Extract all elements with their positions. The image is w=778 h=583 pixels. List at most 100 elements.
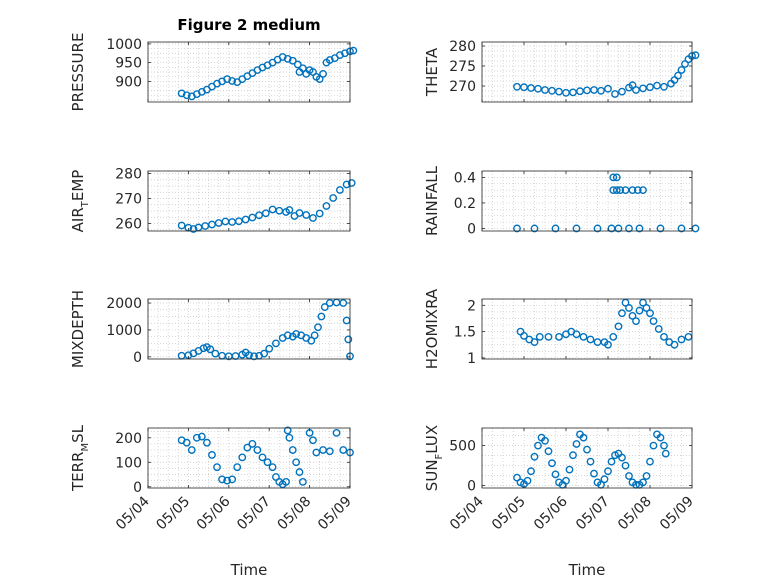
data-point [544,332,553,341]
subplot-pressure: 900 950 1000 PRESSURE Figure 2 medium [69,16,358,112]
data-point [593,224,602,233]
x-axis-label: Time [230,561,268,579]
data-point [586,457,595,466]
y-axis-label-rest: EMP [69,170,87,201]
data-point [625,304,633,312]
data-point [612,186,621,195]
data-point [625,472,633,480]
data-point [315,209,324,218]
data-point [642,472,651,480]
data-point [621,298,630,307]
axes-box [481,298,693,360]
data-point [656,224,665,233]
data-point [618,453,626,462]
data-point [548,459,556,468]
data-point [258,453,267,462]
data-point [621,461,630,470]
data-point [344,335,353,344]
y-tick-label: 2000 [106,296,142,312]
data-point [674,71,682,80]
data-point [572,440,581,448]
data-point [248,213,257,222]
x-tick-label: 05/09 [657,494,697,534]
data-point [329,194,338,202]
data-point [255,211,264,220]
subplot-title: Figure 2 medium [177,16,320,34]
y-tick-label: 280 [449,39,476,55]
data-point [670,340,679,349]
data-point [660,332,668,341]
data-point [583,445,591,454]
data-point [295,209,304,217]
y-axis-label: RAINFALL [423,165,441,236]
y-tick-label: 0 [133,350,142,366]
data-point [292,458,301,467]
subplot-terr_msl: 0 100 200 05/04 05/05 05/06 05/07 05/08 05/09 Tim… [69,424,355,579]
data-point [614,224,623,233]
axes-box [147,427,351,489]
data-point [298,64,307,73]
axes-box [147,170,351,232]
data-point [322,202,331,210]
data-point [315,75,324,84]
data-point [569,88,577,97]
data-point [283,426,292,435]
data-point [319,69,327,78]
data-point [248,440,257,448]
data-point [607,457,616,466]
data-point [265,344,274,353]
data-point [332,428,341,437]
data-point [628,311,637,320]
data-point [243,443,252,452]
data-point [541,436,549,445]
data-point [661,449,670,458]
data-point [335,51,344,60]
data-point [223,75,232,84]
axes-box [147,298,351,360]
data-point [590,469,598,478]
data-point [261,209,270,218]
x-tick-label: 05/05 [489,494,529,534]
data-point [649,317,658,326]
subplot-rainfall: 0 0.2 0.4 RAINFALL [423,165,700,237]
y-axis-label-main: AIR [69,207,87,232]
data-point [228,475,237,484]
data-point [649,441,658,450]
axes-box [481,427,693,489]
data-point [192,433,201,442]
data-point [253,446,262,454]
data-point [234,217,243,226]
data-point [197,432,206,441]
y-tick-label: 275 [449,59,476,75]
data-point [314,323,322,332]
data-point [339,446,348,454]
data-point [187,446,196,454]
data-point [309,214,317,222]
data-point [325,447,334,456]
y-axis-label-subscript: T [80,200,91,208]
data-point [285,206,294,214]
data-point [562,476,570,485]
data-point [233,463,242,472]
data-point [182,91,191,100]
data-point [288,446,297,454]
y-axis-label: AIRTEMP [69,170,91,233]
axes-box [147,41,351,103]
y-axis-label-rest: SL [69,424,87,443]
data-point [604,467,612,476]
y-axis-label-main: PRESSURE [69,33,87,112]
data-point [310,331,319,340]
y-tick-label: 100 [115,455,142,471]
data-point [677,335,686,344]
y-axis-label-main: TERR [69,452,87,493]
y-axis-label-main: THETA [423,47,441,97]
data-point [307,336,316,345]
data-point [579,332,588,341]
data-point [611,90,619,98]
data-point [341,49,349,58]
axes-box [481,41,693,103]
x-tick-label: 05/04 [113,493,153,533]
data-point [513,224,521,233]
x-tick-label: 05/05 [153,494,193,534]
data-point [609,173,618,182]
